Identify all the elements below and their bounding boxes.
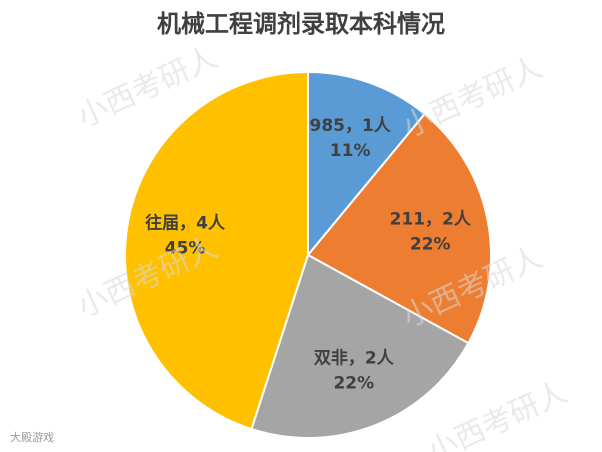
slice-label: 往届，4人 [145,213,226,234]
pie-slice [250,253,470,439]
pie-slice [307,70,427,258]
pie-slice [124,70,309,431]
pie [124,70,492,439]
watermark: 小西考研人 [422,375,573,452]
logo: 大殿游戏 [10,430,54,444]
chart-title: 机械工程调剂录取本科情况 [157,10,445,38]
value-label: 22% [333,374,374,394]
labels: 985，1人 11% 211，2人 22% 双非，2人 22% 往届，4人 45% [145,116,472,394]
watermark: 小西考研人 [397,50,548,145]
slice-label: 双非，2人 [314,348,395,369]
value-label: 45% [165,239,206,259]
slice-label: 985，1人 [309,116,391,136]
pie-slice [306,112,492,345]
value-label: 22% [410,235,451,255]
slice-label: 211，2人 [390,210,472,230]
value-label: 11% [330,141,371,161]
